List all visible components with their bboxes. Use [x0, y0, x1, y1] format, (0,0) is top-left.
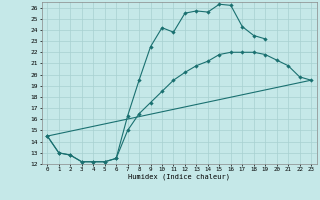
X-axis label: Humidex (Indice chaleur): Humidex (Indice chaleur): [128, 174, 230, 180]
